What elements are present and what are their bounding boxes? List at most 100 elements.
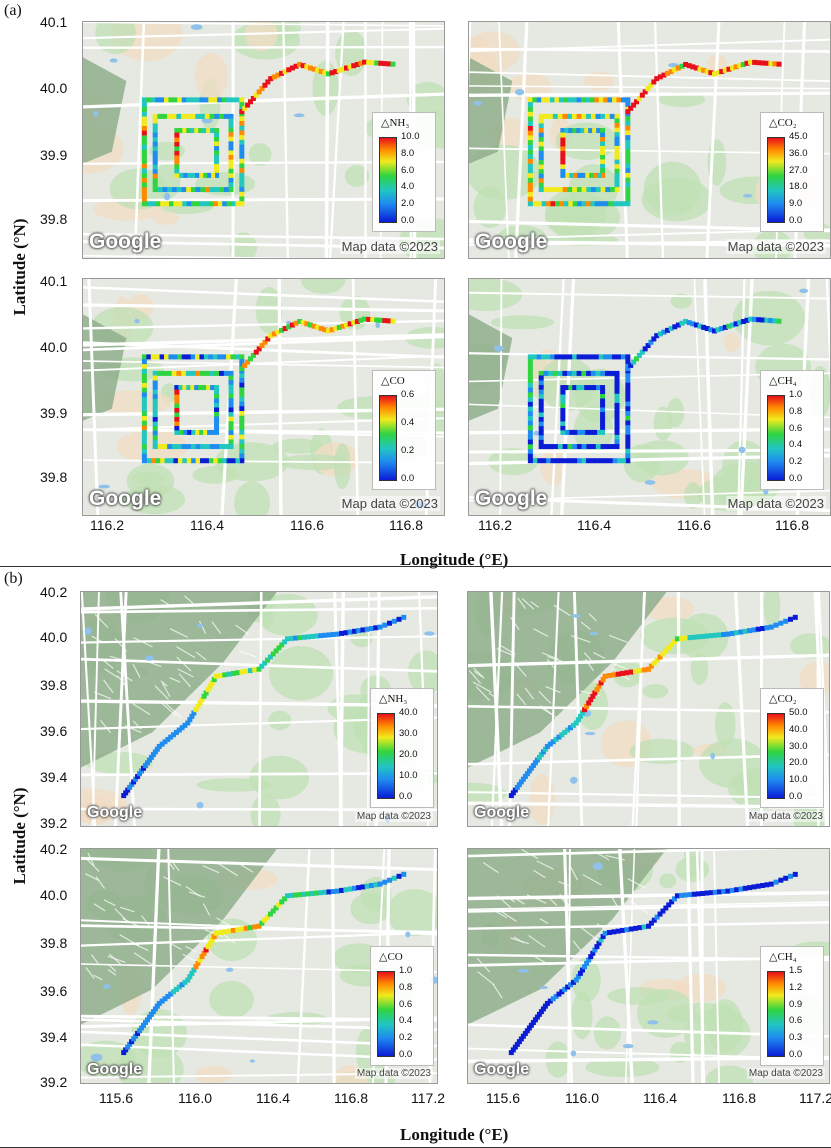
trajectory-point [309,890,315,896]
trajectory-point [560,132,566,138]
trajectory-point [152,164,158,170]
trajectory-point [377,624,383,630]
trajectory-point [527,130,533,136]
trajectory-point [152,444,158,450]
trajectory-point [190,385,196,391]
trajectory-point [159,201,165,207]
trajectory-point [242,362,248,368]
map-data-credit: Map data ©2023 [725,496,826,511]
trajectory-point [614,402,620,408]
trajectory-point [704,890,710,896]
trajectory-point [560,159,566,165]
trajectory-point [150,97,156,103]
trajectory-point [527,158,533,164]
trajectory-point [538,168,544,174]
trajectory-point [174,402,180,408]
trajectory-point [276,902,282,908]
trajectory-point [567,370,573,376]
trajectory-point [527,415,533,421]
trajectory-point [534,1014,540,1020]
trajectory-point [343,887,349,893]
trajectory-point [596,429,602,435]
trajectory-point [270,908,276,914]
trajectory-point [156,1000,162,1006]
trajectory-point [228,123,234,129]
trajectory-point [141,196,147,202]
trajectory-point [152,150,158,156]
lon-tick: 116.4 [643,1090,677,1106]
trajectory-point [162,739,168,745]
colorbar-tick-label: 0.0 [401,473,415,484]
trajectory-point [218,930,224,936]
trajectory-point [141,144,147,150]
trajectory-point [654,333,660,339]
trajectory-point [301,891,307,897]
trajectory-point [214,398,220,404]
lat-tick: 39.2 [40,815,68,831]
trajectory-point [214,132,220,138]
trajectory-point [239,168,245,174]
trajectory-point [190,172,196,178]
trajectory-point [213,930,219,936]
trajectory-point [527,354,533,360]
trajectory-point [543,444,549,450]
trajectory-point [560,128,566,134]
trajectory-point [534,757,540,763]
trajectory-point [195,187,201,193]
trajectory-point [214,429,220,435]
trajectory-point [152,425,158,431]
trajectory-point [239,377,245,383]
trajectory-point [590,444,596,450]
trajectory-point [538,132,544,138]
trajectory-point [715,327,721,333]
trajectory-point [228,434,234,440]
trajectory-point [228,444,234,450]
trajectory-point [144,1017,150,1023]
trajectory-point [152,118,158,124]
trajectory-point [174,128,180,134]
trajectory-point [162,444,168,450]
trajectory-point [168,458,174,464]
trajectory-point [347,64,353,70]
trajectory-point [576,458,582,464]
trajectory-point [209,187,215,193]
trajectory-point [141,434,147,440]
lon-tick: 116.8 [722,1090,756,1106]
trajectory-point [190,201,196,207]
trajectory-point [527,172,533,178]
trajectory-point [210,429,216,435]
trajectory-point [554,97,560,103]
trajectory-point [646,923,651,929]
trajectory-point [588,429,594,435]
trajectory-point [715,70,721,76]
trajectory-point [314,633,320,639]
trajectory-point [289,892,295,898]
trajectory-point [661,72,667,78]
trajectory-point [536,1011,542,1017]
trajectory-point [548,370,554,376]
trajectory-point [645,343,651,349]
trajectory-point [725,888,731,894]
trajectory-point [625,387,631,393]
trajectory-point [527,154,533,160]
trajectory-point [230,354,236,360]
trajectory-point [668,326,674,332]
trajectory-point [186,201,192,207]
trajectory-point [567,187,573,193]
colorbar-tick-label: 0.6 [789,1015,803,1027]
trajectory-point [339,630,345,636]
trajectory-point [605,444,611,450]
trajectory-point [708,327,714,333]
trajectory-point [581,187,587,193]
trajectory-point [221,97,227,103]
trajectory-point [234,354,240,360]
trajectory-point [560,411,566,417]
trajectory-point [543,187,549,193]
colorbar-title: △CO [379,951,403,963]
trajectory-point [239,191,245,197]
trajectory-point [239,135,245,141]
trajectory-point [538,141,544,147]
trajectory-point [304,64,310,70]
map-data-credit: Map data ©2023 [354,1068,433,1079]
trajectory-point [596,683,602,689]
